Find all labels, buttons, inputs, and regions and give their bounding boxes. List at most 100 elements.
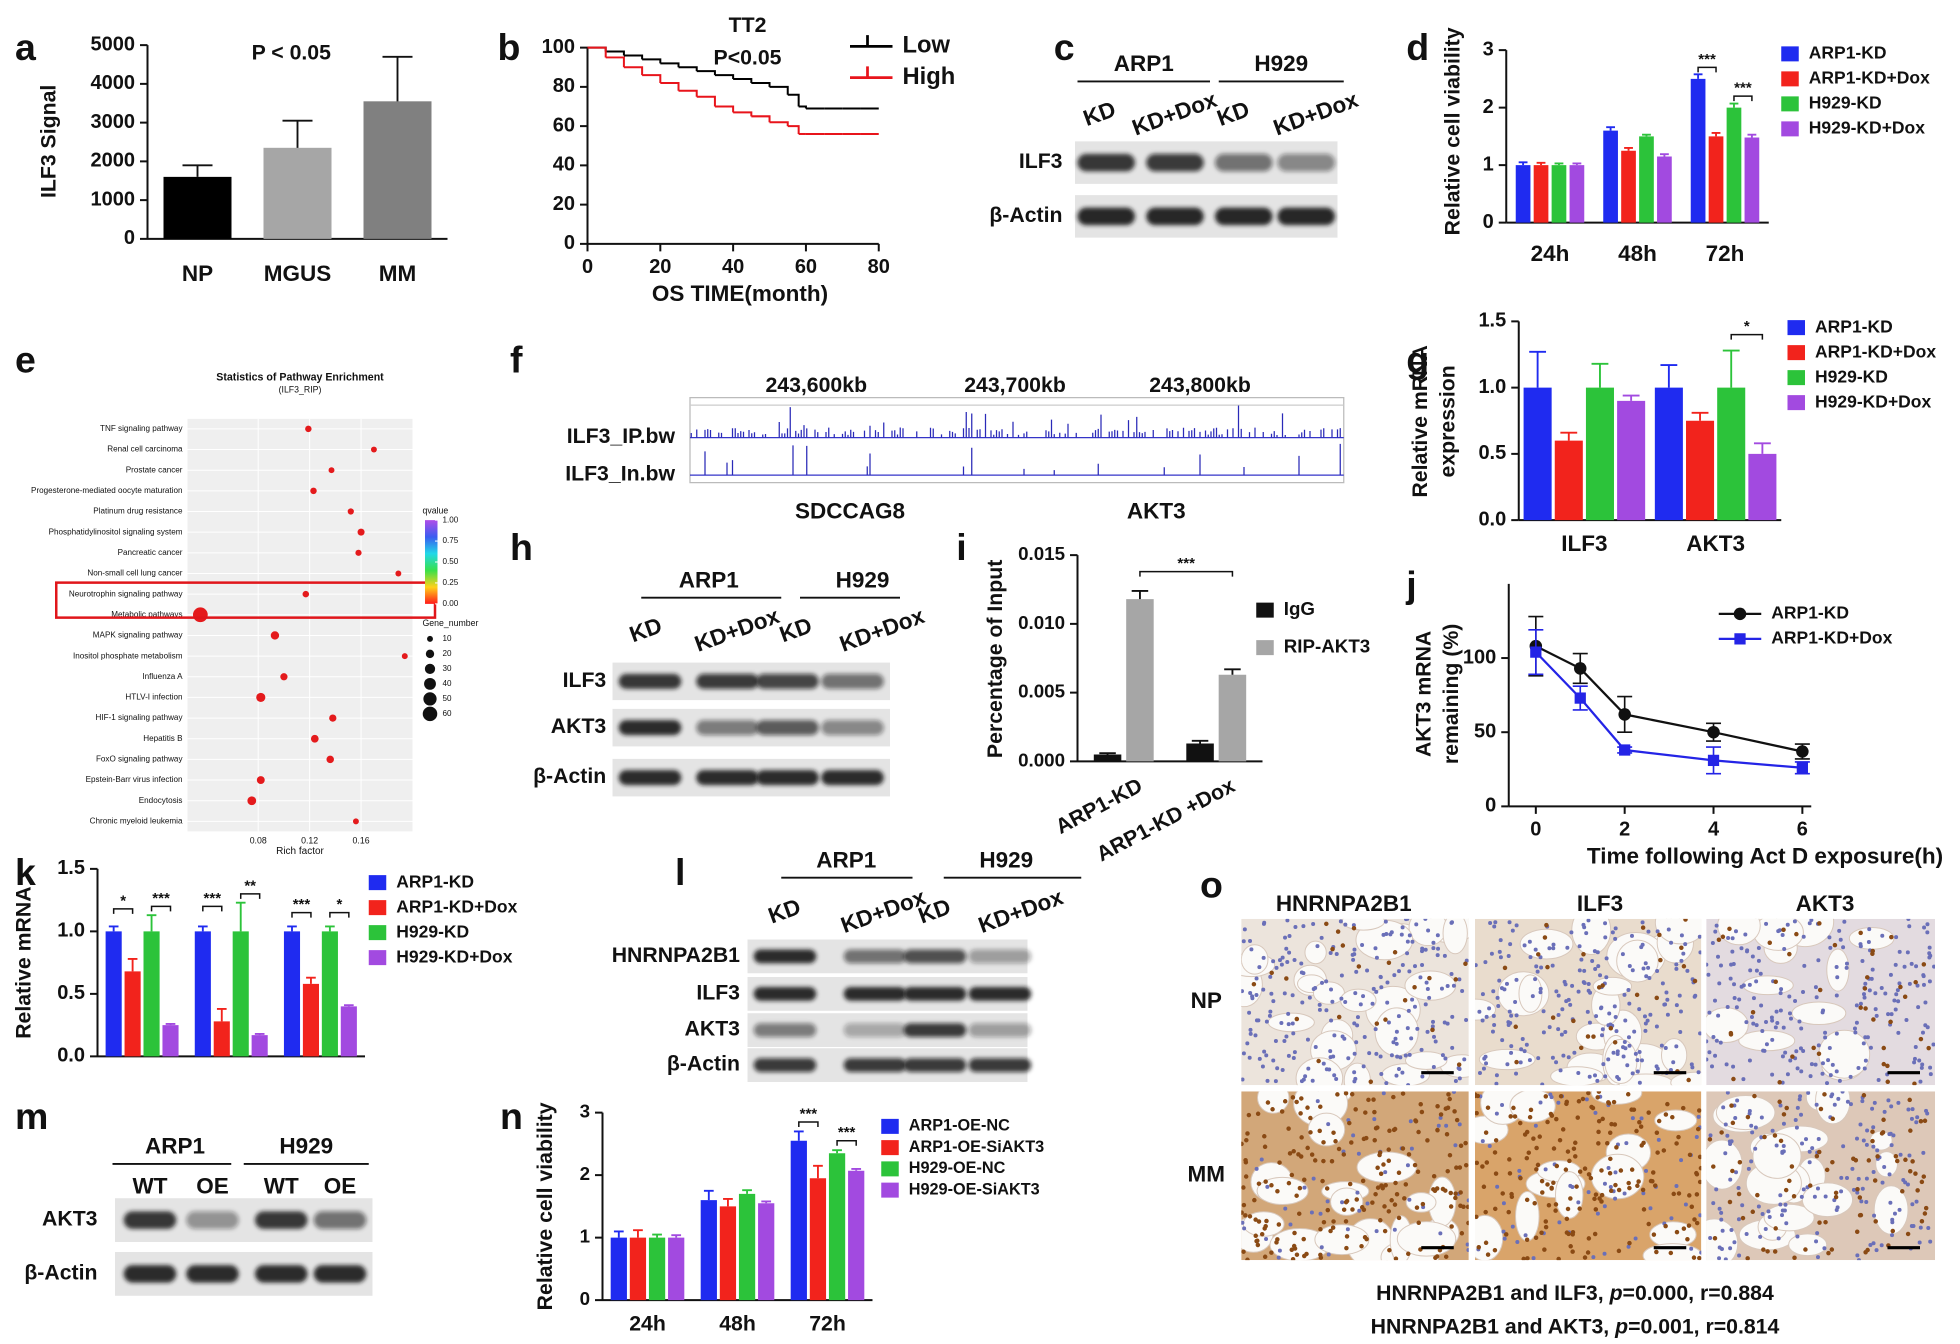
track-signal bbox=[690, 405, 1341, 438]
point bbox=[357, 528, 365, 536]
bar bbox=[1639, 136, 1654, 223]
km-step bbox=[642, 58, 662, 64]
km-step bbox=[696, 95, 716, 107]
legend-label: H929-OE-SiAKT3 bbox=[909, 1180, 1040, 1198]
significance-bracket bbox=[1730, 333, 1764, 340]
legend-swatch bbox=[1787, 395, 1805, 411]
blot-row-label: β-Actin bbox=[533, 764, 606, 788]
error-bar bbox=[1753, 442, 1771, 454]
significance-bracket bbox=[239, 893, 261, 899]
error-bar bbox=[306, 976, 316, 984]
panel-letter: j bbox=[1405, 564, 1416, 606]
y-tick-label: 0 bbox=[1485, 795, 1496, 817]
legend-swatch bbox=[881, 1118, 899, 1134]
y-tick-label: 0.0 bbox=[57, 1045, 85, 1067]
point bbox=[1707, 754, 1720, 767]
panel-letter: l bbox=[675, 851, 685, 893]
bar bbox=[1744, 137, 1760, 223]
coordinate-label: 243,600kb bbox=[765, 373, 867, 397]
adipocyte bbox=[1738, 1030, 1796, 1052]
blot-row-label: β-Actin bbox=[667, 1052, 740, 1076]
stained-nuclei bbox=[1716, 921, 1931, 1086]
y-tick-label: 2 bbox=[580, 1163, 590, 1184]
blot-band bbox=[696, 720, 759, 736]
legend-label: ARP1-KD bbox=[1771, 603, 1849, 623]
y-tick-label: 0.0 bbox=[1478, 508, 1506, 530]
colorbar-label: 0.50 bbox=[443, 557, 459, 566]
legend-line bbox=[850, 66, 893, 80]
x-axis-label: OS TIME(month) bbox=[652, 281, 828, 306]
y-tick-label: 3 bbox=[1483, 38, 1494, 60]
x-tick-label: 0 bbox=[582, 256, 593, 278]
x-tick-label: MGUS bbox=[264, 261, 332, 286]
y-tick-label: 50 bbox=[1474, 720, 1496, 742]
km-step bbox=[678, 66, 698, 72]
point bbox=[326, 755, 334, 764]
error-bar bbox=[235, 901, 246, 932]
y-tick-label: Inositol phosphate metabolism bbox=[73, 651, 183, 660]
x-axis-label: Rich factor bbox=[276, 846, 324, 857]
stained-nuclei bbox=[1251, 921, 1468, 1084]
y-tick-label: Platinum drug resistance bbox=[93, 507, 183, 516]
x-tick-label: 72h bbox=[1706, 241, 1745, 266]
error-bar bbox=[813, 1164, 823, 1179]
panel-letter: m bbox=[15, 1095, 48, 1137]
bar bbox=[302, 983, 319, 1057]
x-tick-label: 0.16 bbox=[353, 836, 370, 846]
error-bar bbox=[1622, 394, 1640, 401]
adipocyte bbox=[1848, 927, 1895, 950]
ihc-image bbox=[1241, 918, 1469, 1086]
blot-band bbox=[903, 1058, 967, 1072]
column-label: ILF3 bbox=[1577, 891, 1623, 916]
blot-band bbox=[756, 770, 819, 786]
legend-label: H929-KD+Dox bbox=[1809, 118, 1925, 138]
blot-band bbox=[1215, 153, 1273, 172]
legend-swatch bbox=[1787, 370, 1805, 386]
adipocyte bbox=[1295, 1057, 1344, 1086]
error-bar bbox=[108, 925, 119, 932]
error-bar bbox=[1554, 162, 1564, 166]
y-axis-label: ILF3 Signal bbox=[37, 85, 61, 198]
blot-band bbox=[1277, 207, 1335, 226]
stained-nuclei bbox=[1707, 1092, 1929, 1261]
point bbox=[310, 734, 319, 743]
km-step bbox=[769, 121, 789, 127]
panel-letter: b bbox=[498, 26, 521, 68]
y-tick-label: 1 bbox=[1483, 153, 1494, 175]
lane-label: WT bbox=[133, 1174, 168, 1199]
legend-swatch bbox=[368, 925, 387, 941]
point bbox=[395, 570, 402, 577]
adipocyte bbox=[1801, 1182, 1854, 1218]
ihc-image bbox=[1706, 1091, 1935, 1261]
y-axis-label: expression bbox=[1435, 365, 1459, 477]
y-tick-label: Pancreatic cancer bbox=[118, 548, 183, 557]
x-axis-label: Time following Act D exposure(h) bbox=[1587, 844, 1943, 869]
bar bbox=[700, 1200, 717, 1301]
legend-label: H929-KD bbox=[1815, 366, 1888, 386]
caption-italic: p bbox=[1614, 1314, 1628, 1338]
x-tick-label: 24h bbox=[1531, 241, 1570, 266]
error-bar bbox=[1747, 133, 1757, 138]
significance-bracket bbox=[1139, 570, 1234, 577]
bar bbox=[1748, 453, 1777, 521]
annotation: * bbox=[120, 892, 126, 909]
y-tick-label: HIF-1 signaling pathway bbox=[96, 713, 184, 722]
adipocyte bbox=[1616, 939, 1659, 983]
bar bbox=[1654, 387, 1683, 521]
y-axis-label: remaining (%) bbox=[1439, 624, 1463, 765]
y-tick-label: 1.5 bbox=[57, 857, 85, 879]
colorbar-label: 0.00 bbox=[443, 599, 459, 608]
row-label: NP bbox=[1191, 988, 1222, 1013]
plot-background bbox=[187, 418, 413, 832]
blot-band bbox=[756, 720, 819, 736]
adipocyte bbox=[1475, 998, 1497, 1021]
km-step bbox=[714, 105, 735, 113]
km-step bbox=[769, 85, 789, 95]
x-tick-label: 6 bbox=[1797, 818, 1808, 840]
x-tick-label: 20 bbox=[649, 256, 671, 278]
x-tick-label: ILF3 bbox=[1561, 531, 1607, 556]
ihc-image bbox=[1475, 1091, 1702, 1261]
error-bar bbox=[851, 1167, 862, 1171]
error-bar bbox=[1591, 362, 1609, 388]
point bbox=[310, 487, 317, 495]
